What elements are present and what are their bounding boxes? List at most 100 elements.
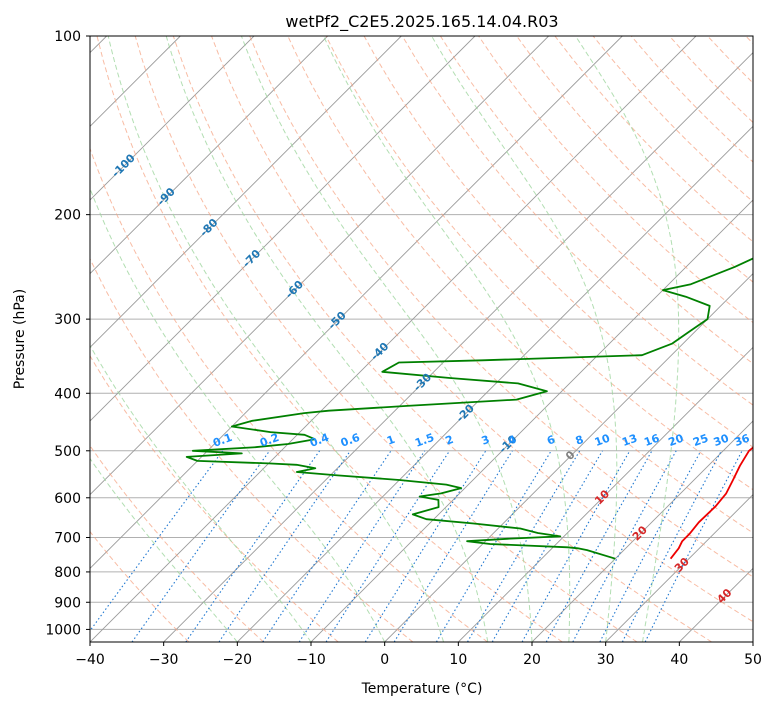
x-tick-label: 50 bbox=[744, 652, 762, 668]
isotherm-line bbox=[752, 641, 753, 642]
x-tick-label: −30 bbox=[149, 652, 179, 668]
mixing-ratio-line bbox=[325, 450, 451, 642]
dry-adiabat-line bbox=[516, 36, 753, 283]
isotherm-line bbox=[237, 125, 753, 642]
dry-adiabat-line bbox=[439, 36, 753, 365]
dry-adiabat-line bbox=[363, 36, 753, 448]
dry-adiabat-line bbox=[325, 36, 753, 491]
dry-adiabat-line bbox=[134, 36, 638, 642]
isotherm-label: -40 bbox=[368, 340, 391, 363]
x-tick-label: 30 bbox=[597, 652, 615, 668]
mixing-ratio-label: 6 bbox=[545, 433, 557, 448]
moist-adiabat-line bbox=[90, 457, 238, 642]
mixing-ratio-line bbox=[435, 450, 552, 642]
y-tick-label: 700 bbox=[54, 531, 81, 547]
mixing-ratio-label: 8 bbox=[574, 433, 586, 448]
mixing-ratio-line bbox=[90, 450, 224, 632]
y-tick-label: 400 bbox=[54, 386, 81, 402]
isotherm-label: -20 bbox=[454, 401, 477, 424]
mixing-ratio-line bbox=[218, 450, 351, 642]
mixing-ratio-label: 0.2 bbox=[258, 431, 281, 450]
y-tick-label: 100 bbox=[54, 29, 81, 45]
mixing-ratio-label: 13 bbox=[620, 432, 639, 449]
mixing-ratio-line bbox=[262, 450, 392, 642]
isotherm-label: -70 bbox=[240, 247, 263, 270]
y-tick-label: 1000 bbox=[45, 622, 81, 638]
mixing-ratio-line bbox=[298, 450, 426, 642]
moist-adiabat-line bbox=[90, 344, 312, 642]
isotherm-label: -80 bbox=[197, 216, 220, 239]
dry-adiabat-line bbox=[90, 147, 488, 642]
isotherm-line bbox=[531, 420, 753, 642]
isotherm-line bbox=[605, 494, 753, 642]
mixing-ratio-line bbox=[185, 450, 321, 642]
dry-adiabat-line bbox=[90, 257, 414, 642]
isotherm-line bbox=[90, 36, 328, 275]
y-tick-label: 600 bbox=[54, 491, 81, 507]
mixing-ratio-line bbox=[644, 450, 743, 642]
dry-adiabat-line bbox=[592, 36, 753, 203]
x-tick-label: 20 bbox=[523, 652, 541, 668]
mixing-ratio-label: 10 bbox=[593, 431, 612, 449]
mixing-ratio-label: 30 bbox=[712, 431, 731, 449]
dry-adiabat-line bbox=[707, 36, 753, 84]
dry-adiabat-line bbox=[96, 36, 563, 642]
x-tick-label: −10 bbox=[296, 652, 326, 668]
y-tick-label: 900 bbox=[54, 595, 81, 611]
mixing-ratio-label: 1.5 bbox=[413, 431, 436, 450]
y-tick-label: 300 bbox=[54, 312, 81, 328]
isotherm-line bbox=[90, 36, 402, 348]
y-axis: 100 200 300 400 500 600 700 800 900 1000 bbox=[45, 29, 90, 638]
isotherm-line bbox=[90, 36, 549, 496]
x-tick-label: −40 bbox=[75, 652, 105, 668]
mixing-ratio-line bbox=[364, 450, 487, 642]
y-axis-title: Pressure (hPa) bbox=[12, 289, 28, 389]
moist-adiabat-line bbox=[240, 36, 533, 642]
dry-adiabat-line bbox=[90, 444, 264, 642]
moist-adiabat-line bbox=[323, 36, 571, 642]
dry-adiabat-line bbox=[211, 36, 753, 623]
isotherm-label: -100 bbox=[109, 151, 138, 180]
mixing-ratio-label: 1 bbox=[385, 433, 397, 448]
mixing-ratio-label: 20 bbox=[667, 431, 686, 449]
dry-adiabat-line bbox=[478, 36, 753, 324]
isotherm-label: 10 bbox=[592, 487, 612, 507]
dewpoint-profile-line bbox=[185, 257, 753, 560]
isotherm-label: 20 bbox=[630, 523, 650, 543]
moist-adiabat-line bbox=[575, 36, 680, 642]
dry-adiabat-line bbox=[669, 36, 753, 124]
mixing-ratio-label: 36 bbox=[733, 431, 752, 449]
isotherm-line bbox=[90, 36, 476, 422]
dry-adiabat-line bbox=[90, 354, 339, 642]
y-tick-label: 800 bbox=[54, 565, 81, 581]
x-axis-title: Temperature (°C) bbox=[361, 681, 483, 697]
chart-title: wetPf2_C2E5.2025.165.14.04.R03 bbox=[285, 12, 558, 32]
dry-adiabat-line bbox=[90, 530, 190, 642]
mixing-ratio-line bbox=[521, 450, 631, 642]
mixing-ratio-label: 25 bbox=[691, 432, 710, 449]
plot-frame bbox=[89, 35, 754, 643]
mixing-ratio-line bbox=[599, 450, 702, 642]
y-tick-label: 200 bbox=[54, 208, 81, 224]
x-axis: −40 −30 −20 −10 0 10 20 30 40 50 bbox=[75, 642, 762, 668]
mixing-ratio-line bbox=[572, 450, 677, 642]
x-tick-label: 40 bbox=[670, 652, 688, 668]
isotherm-line bbox=[90, 36, 697, 642]
isotherm-label: 40 bbox=[714, 586, 734, 606]
mixing-ratio-label: 4 bbox=[506, 433, 518, 448]
isotherm-label: -50 bbox=[325, 309, 348, 332]
isotherm-line bbox=[310, 199, 753, 642]
mixing-ratio-line bbox=[621, 450, 722, 642]
mixing-ratio-label: 0.1 bbox=[211, 431, 234, 450]
dry-adiabat-line bbox=[401, 36, 753, 406]
dry-adiabat-line bbox=[745, 36, 753, 45]
mixing-ratio-label: 16 bbox=[642, 431, 661, 449]
moist-adiabat-line bbox=[107, 36, 445, 642]
iso-labels: -100-90-80-70-60-50-40-30-20-10 010203040… bbox=[109, 151, 752, 606]
temperature-profile-line bbox=[669, 446, 753, 560]
mixing-ratio-line bbox=[545, 450, 653, 642]
mixing-ratio-line bbox=[131, 450, 271, 642]
y-tick-label: 500 bbox=[54, 444, 81, 460]
dry-adiabat-line bbox=[249, 36, 753, 578]
